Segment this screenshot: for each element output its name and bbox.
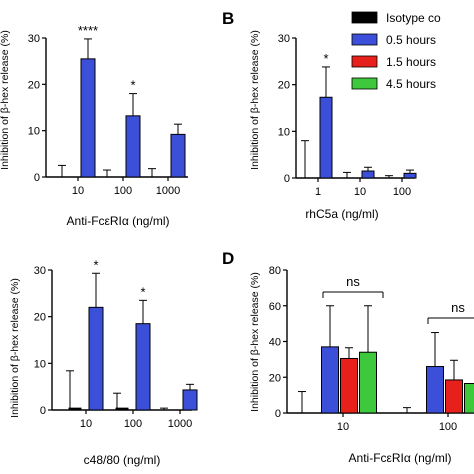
panel-b-y-tick-label: 10 [278,126,290,138]
panel-c-bar [88,306,104,411]
panel-d-label: D [222,249,234,268]
panel-d-y-tick-label: 80 [269,265,281,277]
panel-b-x-axis-label: rhC5a (ng/ml) [305,207,378,221]
panel-c-x-axis-label: c48/80 (ng/ml) [84,453,161,467]
panel-b-x-tick-label: 1 [315,186,321,198]
panel-c-bar [68,407,82,411]
panel-c-bar [135,323,151,411]
panel-a-bar [170,133,186,178]
panel-c-significance-label: * [93,257,98,272]
panel-d-comparison-label: ns [346,274,360,289]
panel-d-bar [340,357,358,414]
panel-d-bar [445,379,463,414]
panel-a-bar [125,115,141,178]
panel-c-y-tick-label: 30 [34,265,46,277]
panel-d-bar [464,383,474,414]
legend-swatch [351,11,378,24]
panel-b-bar [361,170,375,179]
panel-a-bar [80,58,96,178]
panel-c-x-tick-label: 100 [124,418,142,430]
panel-b-bar [403,172,417,179]
panel-b-x-tick-label: 10 [354,186,366,198]
panel-a-y-tick-label: 0 [34,172,40,184]
legend-label: Isotype co [386,11,441,25]
panel-a-x-tick-label: 10 [72,185,84,197]
panel-d-x-axis-label: Anti-FcεRIα (ng/ml) [349,451,452,465]
panel-a-significance-label: * [130,78,135,93]
panel-a-y-axis-label: Inhibition of β-hex release (%) [0,30,11,170]
panel-c-y-tick-label: 20 [34,312,46,324]
panel-d-comparison-label: ns [451,300,465,315]
panel-c-y-tick-label: 0 [40,405,46,417]
panel-c-x-tick-label: 10 [80,418,92,430]
panel-c-chart: Inhibition of β-hex release (%) c48/80 (… [9,257,198,467]
panel-b-y-tick-label: 30 [278,33,290,45]
panel-a-significance-label: **** [78,23,98,38]
legend-swatch [351,33,378,46]
panel-d-x-tick-label: 100 [439,421,457,433]
panel-b-y-axis-label: Inhibition of β-hex release (%) [249,30,261,170]
panel-d-y-tick-label: 20 [269,372,281,384]
legend-swatch [351,55,378,68]
panel-d-bar [321,346,339,414]
panel-d-y-tick-label: 60 [269,301,281,313]
panel-d-y-tick-label: 0 [275,408,281,420]
panel-a-y-tick-label: 30 [28,33,40,45]
panel-a-x-axis-label: Anti-FcεRIα (ng/ml) [67,214,170,228]
legend-label: 4.5 hours [386,77,436,91]
panel-a-x-tick-label: 100 [114,185,132,197]
panel-d-x-tick-label: 10 [337,421,349,433]
panel-b-chart: B Inhibition of β-hex release (%) rhC5a … [222,9,417,221]
panel-a-x-tick-label: 1000 [156,185,180,197]
panel-c-y-tick-label: 10 [34,358,46,370]
panel-a-y-tick-label: 20 [28,79,40,91]
panel-d-bar [426,366,444,414]
panel-c-y-axis-label: Inhibition of β-hex release (%) [9,278,21,418]
legend-swatch [351,77,378,90]
panel-a-y-tick-label: 10 [28,126,40,138]
panel-a-chart: Inhibition of β-hex release (%) Anti-Fcε… [0,23,188,228]
panel-d-y-axis-label: Inhibition of β-hex release (%) [249,272,261,412]
panel-c-bar [115,407,129,411]
panel-c-significance-label: * [140,284,145,299]
panel-c-bar [182,389,198,411]
legend-label: 0.5 hours [386,33,436,47]
panel-b-y-tick-label: 0 [284,173,290,185]
legend-label: 1.5 hours [386,55,436,69]
panel-b-bar [319,96,333,179]
panel-d-chart: D Inhibition of β-hex release (%) Anti-F… [222,249,474,465]
panel-c-x-tick-label: 1000 [168,418,192,430]
legend: Isotype co 0.5 hours 1.5 hours 4.5 hours [351,11,441,91]
panel-b-significance-label: * [323,51,328,66]
panel-d-y-tick-label: 40 [269,337,281,349]
panel-b-x-tick-label: 100 [393,186,411,198]
panel-d-bar [359,351,377,414]
panel-b-y-tick-label: 20 [278,80,290,92]
panel-b-label: B [222,9,234,28]
